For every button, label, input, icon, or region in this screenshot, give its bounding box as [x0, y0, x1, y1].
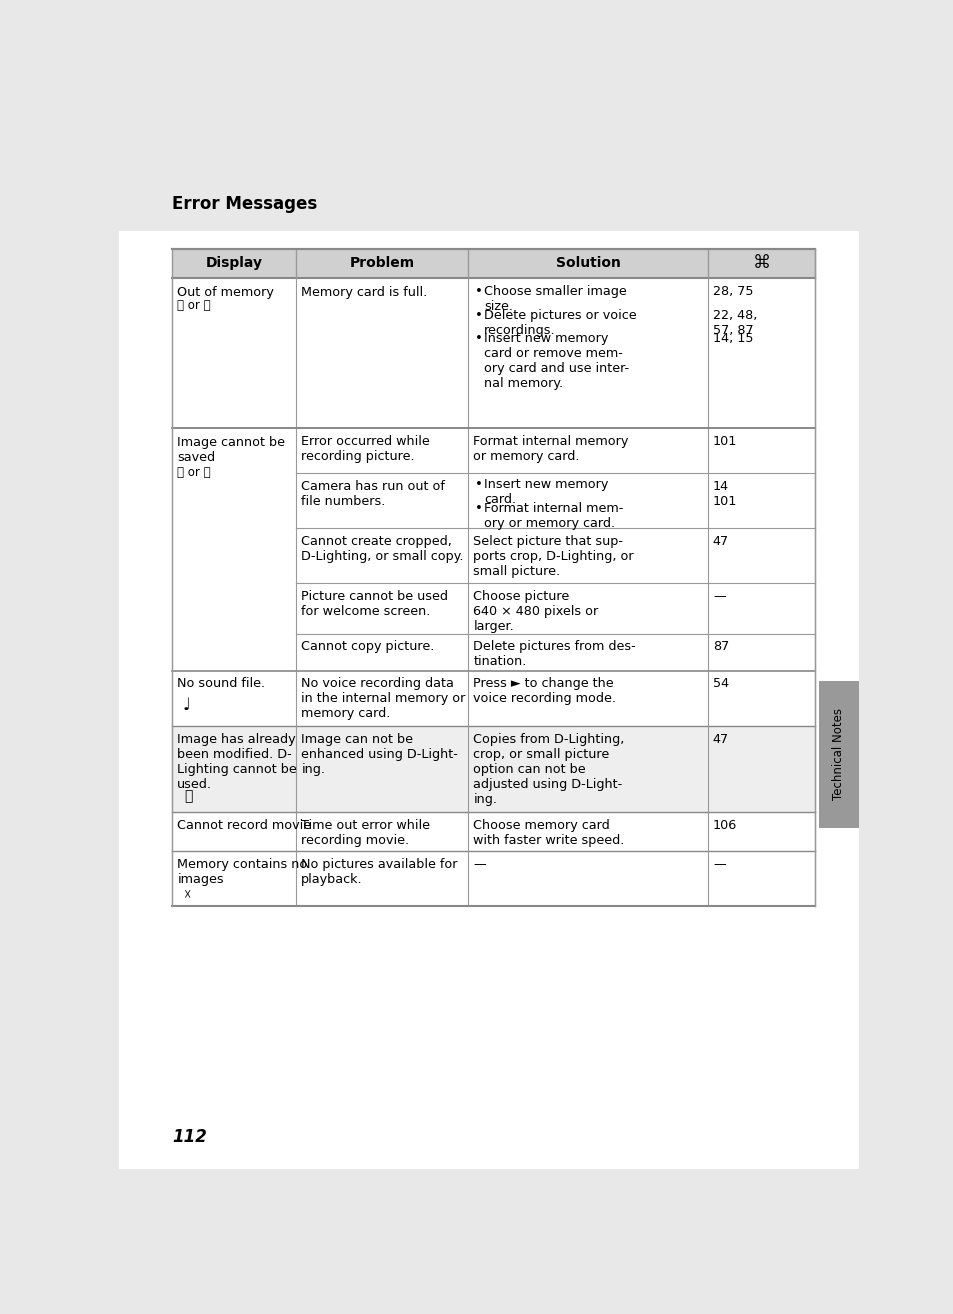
Text: ☓: ☓ [184, 888, 192, 901]
Text: Format internal mem-
ory or memory card.: Format internal mem- ory or memory card. [484, 502, 623, 530]
Text: 87: 87 [712, 640, 728, 653]
Text: ♩: ♩ [183, 696, 191, 714]
Bar [172, 725, 815, 812]
Text: 14
101: 14 101 [712, 480, 737, 507]
Text: Delete pictures from des-
tination.: Delete pictures from des- tination. [473, 640, 636, 669]
Bar [119, 158, 858, 231]
Text: Out of memory: Out of memory [177, 286, 274, 300]
Text: Choose picture
640 × 480 pixels or
larger.: Choose picture 640 × 480 pixels or large… [473, 590, 598, 633]
Text: 47: 47 [712, 535, 728, 548]
Text: Display: Display [205, 256, 262, 271]
Text: 28, 75: 28, 75 [712, 285, 753, 298]
Text: 112: 112 [172, 1129, 207, 1146]
Text: •: • [475, 332, 482, 346]
Text: No sound file.: No sound file. [177, 678, 265, 690]
Text: 106: 106 [712, 819, 737, 832]
Text: •: • [475, 478, 482, 491]
Text: •: • [475, 285, 482, 298]
Text: Ⓝ or Ⓞ: Ⓝ or Ⓞ [177, 466, 211, 480]
Text: Insert new memory
card.: Insert new memory card. [484, 478, 608, 506]
Text: Choose memory card
with faster write speed.: Choose memory card with faster write spe… [473, 819, 624, 848]
Text: No voice recording data
in the internal memory or
memory card.: No voice recording data in the internal … [301, 678, 465, 720]
Text: 47: 47 [712, 733, 728, 746]
Text: Insert new memory
card or remove mem-
ory card and use inter-
nal memory.: Insert new memory card or remove mem- or… [484, 332, 629, 390]
Text: 22, 48,
57, 87: 22, 48, 57, 87 [712, 309, 757, 336]
Text: Time out error while
recording movie.: Time out error while recording movie. [301, 819, 430, 848]
Text: Image has already
been modified. D-
Lighting cannot be
used.: Image has already been modified. D- Ligh… [177, 733, 296, 791]
Text: Memory card is full.: Memory card is full. [301, 286, 427, 300]
Text: Image can not be
enhanced using D-Light-
ing.: Image can not be enhanced using D-Light-… [301, 733, 457, 775]
Text: ⓝ: ⓝ [184, 790, 193, 803]
Text: —: — [712, 858, 725, 871]
Text: 101: 101 [712, 435, 737, 448]
Text: ⌘: ⌘ [752, 254, 770, 272]
Bar [819, 681, 858, 828]
Text: Press ► to change the
voice recording mode.: Press ► to change the voice recording mo… [473, 678, 616, 706]
Text: Memory contains no
images: Memory contains no images [177, 858, 307, 886]
Text: Camera has run out of
file numbers.: Camera has run out of file numbers. [301, 480, 445, 507]
Text: 14, 15: 14, 15 [712, 332, 753, 346]
Text: Problem: Problem [349, 256, 415, 271]
Text: Choose smaller image
size.: Choose smaller image size. [484, 285, 626, 313]
Text: Error occurred while
recording picture.: Error occurred while recording picture. [301, 435, 430, 463]
Text: Cannot record movie: Cannot record movie [177, 819, 312, 832]
Text: —: — [473, 858, 486, 871]
Text: —: — [712, 590, 725, 603]
Bar [172, 248, 815, 277]
Text: Cannot copy picture.: Cannot copy picture. [301, 640, 435, 653]
Text: Format internal memory
or memory card.: Format internal memory or memory card. [473, 435, 628, 463]
Text: Image cannot be
saved: Image cannot be saved [177, 436, 285, 464]
Text: Copies from D-Lighting,
crop, or small picture
option can not be
adjusted using : Copies from D-Lighting, crop, or small p… [473, 733, 624, 805]
Text: Cannot create cropped,
D-Lighting, or small copy.: Cannot create cropped, D-Lighting, or sm… [301, 535, 463, 562]
Text: 54: 54 [712, 678, 728, 690]
Text: Select picture that sup-
ports crop, D-Lighting, or
small picture.: Select picture that sup- ports crop, D-L… [473, 535, 634, 578]
Text: Error Messages: Error Messages [172, 194, 316, 213]
Text: Solution: Solution [555, 256, 619, 271]
Text: •: • [475, 502, 482, 515]
Text: •: • [475, 309, 482, 322]
Text: No pictures available for
playback.: No pictures available for playback. [301, 858, 457, 886]
Text: Ⓝ or Ⓞ: Ⓝ or Ⓞ [177, 300, 211, 313]
Text: Technical Notes: Technical Notes [831, 708, 844, 800]
Text: Picture cannot be used
for welcome screen.: Picture cannot be used for welcome scree… [301, 590, 448, 619]
Text: Delete pictures or voice
recordings.: Delete pictures or voice recordings. [484, 309, 637, 336]
